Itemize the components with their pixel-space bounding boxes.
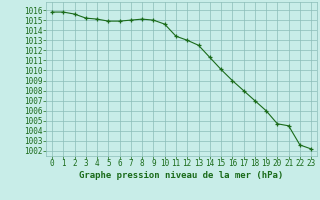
X-axis label: Graphe pression niveau de la mer (hPa): Graphe pression niveau de la mer (hPa) bbox=[79, 171, 284, 180]
